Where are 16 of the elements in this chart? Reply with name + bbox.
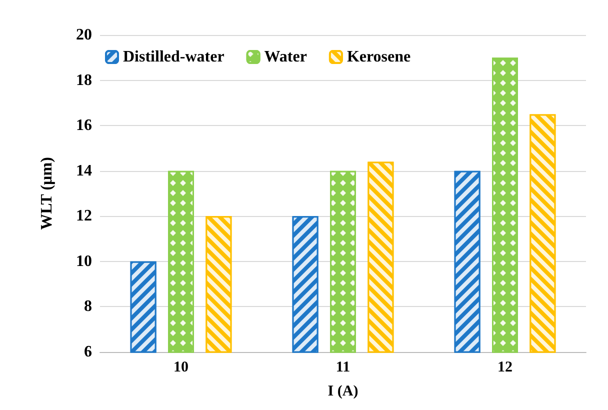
x-tick-label: 11 [336, 360, 350, 376]
y-tick-label: 16 [76, 117, 92, 134]
x-axis-title: I (A) [328, 384, 358, 400]
y-axis-title: WLT (µm) [38, 157, 56, 230]
legend-label: Water [264, 48, 307, 66]
x-tick-label: 12 [498, 360, 512, 376]
y-tick-label: 10 [76, 252, 92, 270]
legend-label: Kerosene [346, 48, 411, 66]
y-tick-label: 14 [76, 162, 92, 180]
y-tick-label: 6 [84, 344, 92, 360]
y-tick-label: 20 [76, 26, 92, 44]
y-tick-label: 8 [84, 298, 92, 316]
legend-label: Distilled-water [123, 48, 224, 66]
x-tick-label: 10 [174, 360, 188, 376]
y-tick-label: 18 [76, 72, 92, 89]
y-tick-label: 12 [76, 208, 92, 225]
